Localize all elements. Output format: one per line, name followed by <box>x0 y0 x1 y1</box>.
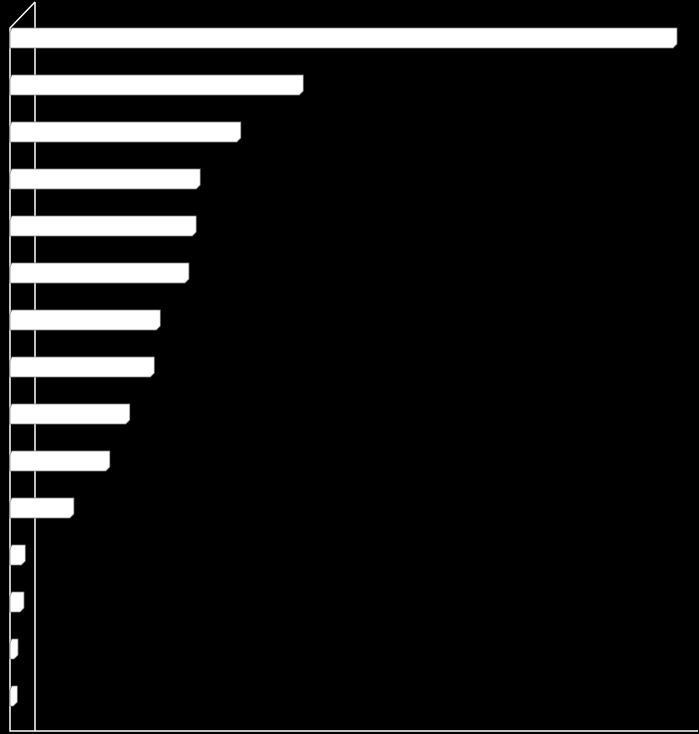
bar <box>9 215 197 237</box>
bar <box>9 403 131 425</box>
side-wall <box>9 1 36 732</box>
bar <box>9 121 242 143</box>
bar <box>9 450 111 472</box>
bar <box>9 356 155 378</box>
bar <box>9 309 161 331</box>
bar <box>9 497 75 519</box>
bar <box>9 544 26 566</box>
bar <box>9 638 19 660</box>
bar <box>9 27 678 49</box>
bar <box>9 74 304 96</box>
bar <box>9 262 190 284</box>
bar <box>9 591 25 613</box>
bar <box>9 685 18 707</box>
bar <box>9 168 201 190</box>
